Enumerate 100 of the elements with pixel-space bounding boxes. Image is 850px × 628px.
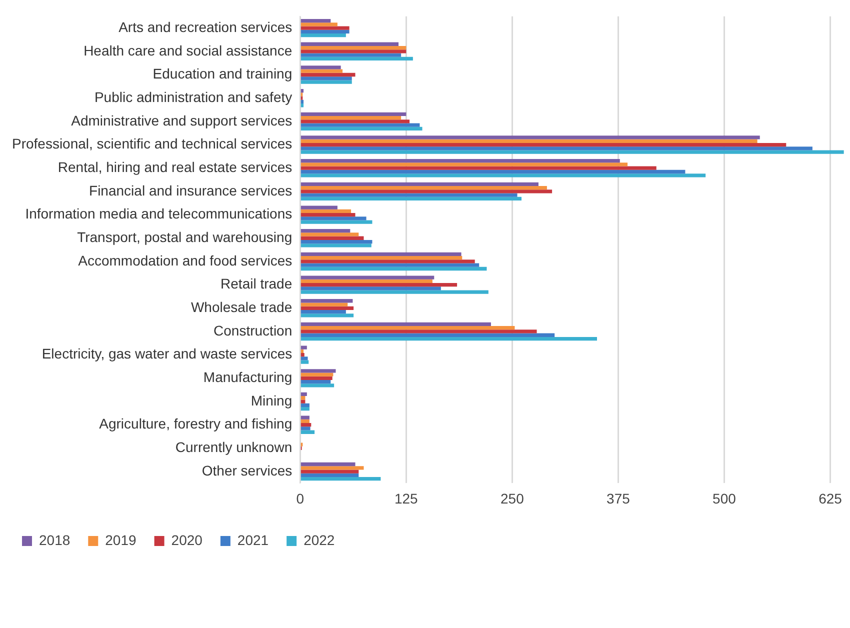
- y-tick-label: Mining: [250, 392, 292, 408]
- bar: [300, 142, 786, 147]
- bar: [300, 403, 310, 407]
- bar: [300, 66, 341, 70]
- bar: [300, 406, 310, 411]
- bar: [300, 166, 656, 170]
- y-tick-label: Administrative and support services: [71, 112, 292, 128]
- bar: [300, 88, 304, 93]
- y-tick-label: Financial and insurance services: [89, 182, 292, 198]
- bar: [300, 384, 334, 388]
- bar: [300, 139, 758, 143]
- bar: [300, 50, 406, 54]
- y-tick-label: Health care and social assistance: [84, 42, 292, 58]
- bar: [300, 279, 432, 283]
- bar: [300, 302, 348, 306]
- bar: [300, 30, 350, 34]
- y-tick-label: Construction: [214, 322, 292, 338]
- y-tick-label: Currently unknown: [175, 439, 292, 456]
- bar: [300, 306, 354, 310]
- x-tick-label: 125: [394, 490, 418, 506]
- bar: [300, 423, 312, 427]
- bar: [300, 190, 552, 194]
- bar: [300, 182, 538, 186]
- bar: [300, 212, 356, 217]
- bar: [300, 476, 381, 481]
- bar: [300, 209, 352, 213]
- bar: [300, 330, 537, 334]
- bar: [300, 416, 310, 420]
- y-tick-label: Retail trade: [220, 276, 292, 292]
- bar: [300, 430, 315, 434]
- bar: [300, 150, 844, 154]
- y-tick-label: Accommodation and food services: [78, 252, 292, 268]
- bar: [300, 69, 343, 73]
- bar: [300, 400, 306, 404]
- bar: [300, 353, 304, 357]
- bar: [300, 473, 359, 477]
- bar: [300, 256, 462, 260]
- bar: [300, 42, 399, 46]
- y-tick-label: Arts and recreation services: [118, 18, 292, 35]
- bar: [300, 100, 304, 104]
- bar: [300, 72, 356, 77]
- y-tick-label: Agriculture, forestry and fishing: [99, 416, 292, 432]
- y-tick-label: Electricity, gas water and waste services: [42, 346, 292, 362]
- bar: [300, 266, 487, 271]
- bar: [300, 56, 413, 61]
- bar: [300, 263, 480, 267]
- bar: [300, 326, 515, 330]
- bar: [300, 196, 522, 201]
- bar: [300, 333, 555, 337]
- bar: [300, 282, 458, 287]
- bar: [300, 46, 406, 50]
- bar: [300, 360, 309, 364]
- y-tick-label: Professional, scientific and technical services: [12, 136, 292, 152]
- bar: [300, 116, 402, 120]
- bar: [300, 120, 410, 124]
- bar: [300, 290, 488, 294]
- x-tick-label: 500: [712, 490, 736, 506]
- y-tick-label: Education and training: [152, 66, 292, 82]
- bar: [300, 123, 420, 127]
- bar: [300, 349, 304, 354]
- y-tick-label: Rental, hiring and real estate services: [58, 158, 292, 175]
- legend-label: 2019: [105, 532, 137, 548]
- bar: [300, 466, 364, 470]
- y-tick-label: Wholesale trade: [190, 299, 292, 316]
- bar: [300, 286, 441, 290]
- legend-label: 2020: [171, 532, 203, 548]
- bar: [300, 260, 475, 264]
- bar: [300, 193, 518, 197]
- bar: [300, 162, 628, 166]
- bar: [300, 356, 308, 360]
- bar: [300, 240, 372, 244]
- x-tick-label: 625: [818, 490, 842, 506]
- bar: [300, 104, 304, 108]
- bar: [300, 232, 359, 236]
- bar: [300, 80, 352, 84]
- bar: [300, 174, 706, 178]
- x-tick-label: 250: [500, 490, 524, 506]
- bar: [300, 299, 353, 303]
- bar: [300, 276, 434, 280]
- bar: [300, 18, 331, 23]
- legend-label: 2022: [304, 532, 335, 548]
- bar: [300, 252, 462, 256]
- bar: [300, 170, 686, 174]
- bar: [300, 462, 356, 466]
- bar: [300, 34, 346, 38]
- bar: [300, 392, 307, 396]
- bar: [300, 376, 332, 380]
- bar: [300, 336, 597, 341]
- bar: [300, 236, 364, 240]
- bar: [300, 220, 372, 224]
- bar: [300, 229, 350, 233]
- bar: [300, 216, 366, 220]
- legend-label: 2018: [39, 532, 70, 548]
- y-tick-label: Information media and telecommunications: [25, 206, 292, 222]
- bar: [300, 419, 310, 424]
- bar: [300, 159, 620, 163]
- x-tick-label: 0: [296, 490, 304, 506]
- bar: [300, 53, 402, 57]
- bar: [300, 206, 338, 210]
- y-tick-label: Manufacturing: [203, 369, 292, 386]
